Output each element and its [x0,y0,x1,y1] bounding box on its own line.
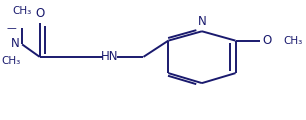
Text: HN: HN [101,50,119,63]
Text: CH₃: CH₃ [283,36,302,46]
Text: —: — [6,23,16,33]
Text: CH₃: CH₃ [13,6,32,16]
Text: O: O [263,34,272,47]
Text: N: N [11,37,20,50]
Text: CH₃: CH₃ [2,56,21,66]
Text: O: O [35,7,44,20]
Text: N: N [198,15,206,27]
